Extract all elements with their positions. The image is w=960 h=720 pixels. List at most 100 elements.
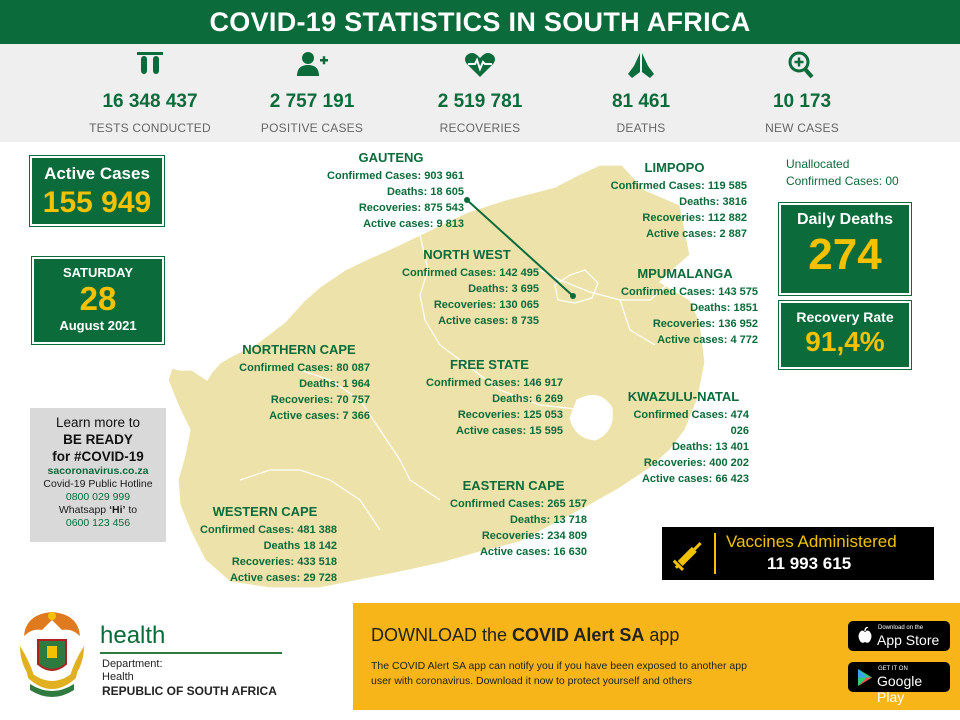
- stat-label: POSITIVE CASES: [260, 121, 364, 135]
- stats-band: 16 348 437 TESTS CONDUCTED 2 757 191 POS…: [0, 44, 960, 142]
- app-store-button[interactable]: Download on the App Store: [848, 621, 950, 651]
- test-tubes-icon: [137, 52, 163, 74]
- province-deaths: Deaths 18 142: [263, 540, 337, 552]
- stat-label: DEATHS: [616, 121, 666, 135]
- app-download-banner: DOWNLOAD the COVID Alert SA app The COVI…: [353, 603, 960, 710]
- province-name: WESTERN CAPE: [212, 504, 318, 519]
- daily-deaths-label: Daily Deaths: [796, 211, 894, 228]
- health-department-logo: health Department: Health REPUBLIC OF SO…: [12, 606, 352, 710]
- stat-label: TESTS CONDUCTED: [89, 121, 211, 135]
- stat-value: 81 461: [611, 91, 671, 112]
- learn-line-1: Learn more to: [55, 415, 141, 430]
- active-cases-label: Active Cases: [44, 164, 150, 183]
- app-description-2: user with coronavirus. Download it now t…: [371, 675, 692, 687]
- whatsapp-label: Whatsapp ‘Hi’ to: [30, 504, 166, 517]
- learn-more-box: Learn more to BE READY for #COVID-19 sac…: [30, 408, 166, 542]
- app-store-name: App Store: [877, 632, 940, 648]
- province-recoveries: Recoveries: 112 882: [642, 212, 747, 224]
- province-name: NORTH WEST: [423, 247, 511, 262]
- province-mpumalanga: MPUMALANGA Confirmed Cases: 143 575 Deat…: [612, 266, 758, 348]
- province-kwazulu-natal: KWAZULU-NATAL Confirmed Cases: 474 026 D…: [618, 389, 749, 487]
- app-title-bold: COVID Alert SA: [512, 625, 645, 645]
- whatsapp-hi: ‘Hi’: [109, 504, 126, 516]
- province-northern-cape: NORTHERN CAPE Confirmed Cases: 80 087 De…: [228, 342, 370, 424]
- unallocated-line-1: Unallocated: [786, 157, 850, 171]
- province-deaths: Deaths: 1851: [690, 302, 758, 314]
- province-active: Active cases: 15 595: [455, 425, 563, 437]
- whatsapp-number: 0600 123 456: [65, 517, 131, 529]
- province-name: GAUTENG: [358, 150, 424, 165]
- active-cases-box: Active Cases 155 949: [29, 155, 165, 227]
- department-label: Department:: [102, 658, 163, 670]
- recovery-rate-label: Recovery Rate: [796, 309, 894, 325]
- recovery-rate-value: 91,4%: [805, 326, 885, 357]
- province-name: FREE STATE: [450, 357, 529, 372]
- province-deaths: Deaths: 6 269: [492, 393, 563, 405]
- learn-line-3: for #COVID-19: [52, 449, 144, 464]
- google-play-button[interactable]: GET IT ON Google Play: [848, 662, 950, 705]
- play-icon: [858, 669, 872, 686]
- province-deaths: Deaths: 13 401: [671, 441, 749, 453]
- vaccine-divider: [714, 533, 716, 574]
- zoom-plus-icon: [788, 51, 814, 79]
- province-deaths: Deaths: 13 718: [509, 514, 587, 526]
- unallocated-note: Unallocated Confirmed Cases: 00: [786, 156, 899, 190]
- province-recoveries: Recoveries: 125 053: [457, 409, 563, 421]
- health-brand: health: [100, 622, 166, 649]
- unallocated-line-2: Confirmed Cases: 00: [786, 174, 899, 188]
- vaccines-value: 11 993 615: [767, 554, 852, 573]
- province-active: Active cases: 2 887: [646, 228, 747, 240]
- app-description-1: The COVID Alert SA app can notify you if…: [371, 660, 747, 672]
- website-link[interactable]: sacoronavirus.co.za: [47, 465, 149, 477]
- add-person-icon: [297, 52, 328, 76]
- vaccines-box: Vaccines Administered 11 993 615: [662, 527, 934, 580]
- department-name: Health: [102, 671, 134, 683]
- province-confirmed: Confirmed Cases: 143 575: [621, 286, 758, 298]
- province-confirmed: Confirmed Cases: 481 388: [200, 524, 337, 536]
- province-deaths: Deaths: 18 605: [386, 186, 464, 198]
- date-month-year: August 2021: [59, 318, 137, 333]
- province-confirmed: Confirmed Cases: 80 087: [239, 362, 370, 374]
- province-deaths: Deaths: 3 695: [468, 283, 539, 295]
- province-confirmed: Confirmed Cases: 265 157: [450, 498, 587, 510]
- province-western-cape: WESTERN CAPE Confirmed Cases: 481 388 De…: [193, 504, 337, 586]
- app-title-pre: DOWNLOAD the: [371, 625, 513, 645]
- province-active: Active cases: 9 813: [363, 218, 464, 230]
- health-divider: [100, 652, 282, 654]
- province-limpopo: LIMPOPO Confirmed Cases: 119 585 Deaths:…: [602, 160, 747, 242]
- vaccines-label: Vaccines Administered: [726, 532, 897, 551]
- whatsapp-post: to: [125, 504, 138, 516]
- province-recoveries: Recoveries: 136 952: [652, 318, 758, 330]
- stat-value: 2 519 781: [437, 91, 523, 112]
- province-confirmed: Confirmed Cases: 903 961: [327, 170, 464, 182]
- province-confirmed: Confirmed Cases: 119 585: [610, 180, 747, 192]
- country-name: REPUBLIC OF SOUTH AFRICA: [102, 684, 277, 698]
- province-recoveries: Recoveries: 875 543: [358, 202, 464, 214]
- province-free-state: FREE STATE Confirmed Cases: 146 917 Deat…: [416, 357, 563, 439]
- hotline-number: 0800 029 999: [65, 491, 131, 503]
- daily-deaths-box: Daily Deaths 274: [778, 202, 912, 296]
- apple-icon: [858, 627, 872, 643]
- stat-recoveries: 2 519 781 RECOVERIES: [395, 50, 565, 135]
- province-deaths: Deaths: 3816: [679, 196, 747, 208]
- date-day: 28: [79, 280, 117, 317]
- page-title: COVID-19 STATISTICS IN SOUTH AFRICA: [0, 0, 960, 44]
- province-recoveries: Recoveries: 70 757: [270, 394, 370, 406]
- province-active: Active cases: 29 728: [229, 572, 337, 584]
- active-cases-value: 155 949: [42, 186, 152, 219]
- province-active: Active cases: 66 423: [641, 473, 749, 485]
- province-eastern-cape: EASTERN CAPE Confirmed Cases: 265 157 De…: [440, 478, 587, 560]
- province-recoveries: Recoveries: 130 065: [433, 299, 539, 311]
- heartbeat-icon: [465, 53, 495, 77]
- app-banner-title: DOWNLOAD the COVID Alert SA app: [371, 625, 679, 646]
- province-name: KWAZULU-NATAL: [627, 389, 740, 404]
- whatsapp-pre: Whatsapp: [58, 504, 110, 516]
- province-name: NORTHERN CAPE: [242, 342, 356, 357]
- province-name: EASTERN CAPE: [462, 478, 565, 493]
- google-play-small: GET IT ON: [878, 666, 908, 672]
- stat-label: RECOVERIES: [439, 121, 521, 135]
- province-confirmed: Confirmed Cases: 146 917: [426, 377, 563, 389]
- stat-tests: 16 348 437 TESTS CONDUCTED: [65, 50, 235, 135]
- hotline-label: Covid-19 Public Hotline: [43, 478, 153, 490]
